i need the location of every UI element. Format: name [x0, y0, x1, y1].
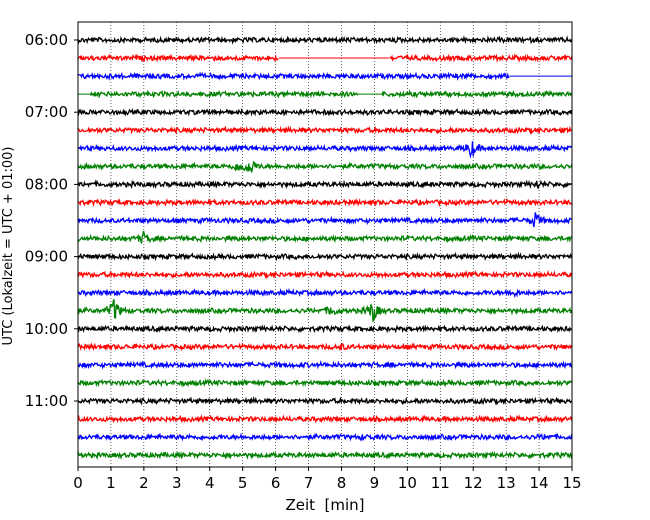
trace-row — [77, 53, 573, 64]
trace-row — [77, 212, 573, 228]
trace-signal — [77, 251, 573, 262]
trace-signal — [380, 88, 573, 99]
x-tick-label: 14 — [530, 474, 549, 492]
trace-row — [77, 342, 573, 352]
trace-signal — [77, 378, 573, 388]
x-axis-label: Zeit [min] — [285, 496, 364, 514]
trace-row — [77, 141, 573, 159]
trace-signal — [77, 35, 573, 45]
trace-signal — [77, 359, 573, 370]
x-tick-label: 5 — [238, 474, 248, 492]
trace-row — [77, 35, 573, 45]
y-tick-label: 11:00 — [25, 392, 68, 410]
x-tick-label: 6 — [271, 474, 281, 492]
x-tick-label: 10 — [398, 474, 417, 492]
trace-row — [77, 359, 573, 370]
x-tick-label: 12 — [464, 474, 483, 492]
y-axis-ticks: 06:00 07:00 08:00 09:00 10:00 11:00 — [25, 31, 78, 410]
trace-row — [77, 378, 573, 388]
x-tick-label: 13 — [497, 474, 516, 492]
x-tick-label: 7 — [304, 474, 314, 492]
trace-signal — [77, 299, 573, 323]
x-tick-label: 2 — [139, 474, 149, 492]
y-tick-label: 09:00 — [25, 248, 68, 266]
trace-row — [77, 71, 572, 81]
trace-row — [77, 299, 573, 323]
y-axis-label: UTC (Lokalzeit = UTC + 01:00) — [1, 147, 16, 346]
x-tick-label: 9 — [370, 474, 380, 492]
trace-signal — [77, 125, 573, 135]
x-tick-label: 11 — [431, 474, 450, 492]
vertical-gridlines — [110, 22, 540, 467]
trace-signal — [77, 160, 573, 173]
trace-row — [78, 88, 573, 99]
trace-row — [77, 230, 573, 244]
trace-row — [77, 450, 573, 460]
trace-signal — [77, 395, 573, 406]
trace-signal — [77, 53, 279, 63]
x-tick-label: 0 — [73, 474, 83, 492]
trace-signal — [77, 342, 573, 352]
trace-signal — [77, 432, 573, 442]
trace-row — [77, 160, 573, 173]
y-tick-label: 08:00 — [25, 175, 68, 193]
trace-signal — [77, 179, 573, 190]
trace-row — [77, 251, 573, 262]
trace-row — [77, 324, 572, 334]
trace-signal — [77, 230, 573, 244]
trace-row — [77, 432, 573, 442]
x-tick-label: 3 — [172, 474, 182, 492]
trace-row — [77, 287, 573, 299]
trace-row — [77, 107, 573, 117]
trace-signal — [77, 107, 573, 117]
trace-signal — [77, 287, 573, 299]
trace-row — [77, 125, 573, 135]
trace-signal — [77, 141, 573, 159]
y-tick-label: 07:00 — [25, 103, 68, 121]
trace-row — [77, 179, 573, 190]
x-tick-label: 1 — [106, 474, 116, 492]
x-axis-ticks: 0 1 2 3 4 5 6 7 8 9 10 11 12 13 14 15 — [73, 467, 582, 492]
y-tick-label: 06:00 — [25, 31, 68, 49]
x-tick-label: 8 — [337, 474, 347, 492]
trace-signal — [77, 324, 572, 334]
trace-row — [77, 395, 573, 406]
seismogram-traces — [77, 35, 573, 460]
trace-signal — [77, 212, 573, 228]
x-tick-label: 15 — [562, 474, 581, 492]
y-tick-label: 10:00 — [25, 320, 68, 338]
x-tick-label: 4 — [205, 474, 215, 492]
trace-row — [78, 197, 573, 208]
trace-signal — [78, 197, 573, 208]
trace-signal — [77, 450, 573, 460]
trace-signal — [77, 414, 573, 424]
trace-row — [77, 269, 573, 280]
trace-signal — [389, 53, 573, 64]
trace-signal — [77, 71, 510, 81]
trace-signal — [77, 269, 573, 280]
trace-signal — [89, 89, 359, 99]
trace-row — [77, 414, 573, 424]
plot-frame — [77, 21, 573, 468]
